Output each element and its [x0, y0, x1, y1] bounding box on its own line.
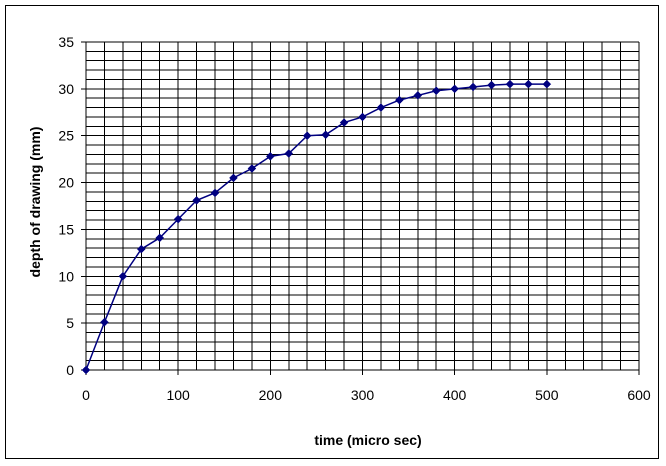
gridlines	[85, 41, 640, 371]
y-axis-label: depth of drawing (mm)	[27, 127, 43, 278]
x-tick-label: 100	[166, 387, 190, 403]
data-point	[339, 118, 349, 127]
data-point	[302, 131, 312, 141]
series-line	[85, 83, 547, 371]
x-tick-label: 0	[82, 387, 90, 403]
x-tick-label: 500	[535, 387, 559, 403]
data-point	[542, 79, 552, 89]
data-point	[229, 173, 238, 183]
data-point	[431, 86, 441, 96]
data-point	[450, 84, 460, 94]
data-point	[118, 271, 128, 281]
tick-labels: 0 5 10 15 20 25 30 35 0 100 200 300 400 500 600	[58, 34, 650, 403]
chart-frame	[5, 5, 659, 459]
data-point	[155, 233, 165, 243]
y-tick-label: 25	[58, 128, 74, 144]
y-tick-label: 35	[58, 34, 74, 50]
data-point	[247, 164, 257, 173]
y-tick-label: 10	[58, 268, 74, 284]
y-tick-label: 20	[58, 175, 74, 191]
data-point	[413, 91, 423, 100]
x-tick-label: 300	[351, 387, 375, 403]
data-point	[505, 79, 515, 89]
data-point	[358, 112, 367, 122]
data-point	[136, 244, 146, 254]
x-axis-label: time (micro sec)	[314, 432, 421, 448]
data-point	[524, 79, 533, 89]
data-point	[395, 95, 404, 105]
y-tick-label: 5	[66, 315, 74, 331]
data-point	[284, 149, 294, 158]
data-point	[376, 103, 386, 112]
data-point	[81, 365, 91, 375]
data-point	[265, 151, 275, 161]
y-tick-label: 0	[66, 362, 74, 378]
y-tick-label: 30	[58, 81, 74, 97]
x-tick-label: 600	[627, 387, 651, 403]
data-point	[100, 317, 109, 327]
x-tick-label: 200	[259, 387, 283, 403]
data-point	[173, 214, 183, 224]
data-series	[81, 79, 552, 375]
data-point	[210, 188, 220, 198]
y-tick-label: 15	[58, 221, 74, 237]
data-point	[487, 80, 496, 90]
x-tick-label: 400	[443, 387, 467, 403]
axes	[81, 41, 640, 375]
data-point	[321, 130, 330, 140]
data-point	[468, 82, 478, 92]
data-point	[192, 196, 201, 205]
